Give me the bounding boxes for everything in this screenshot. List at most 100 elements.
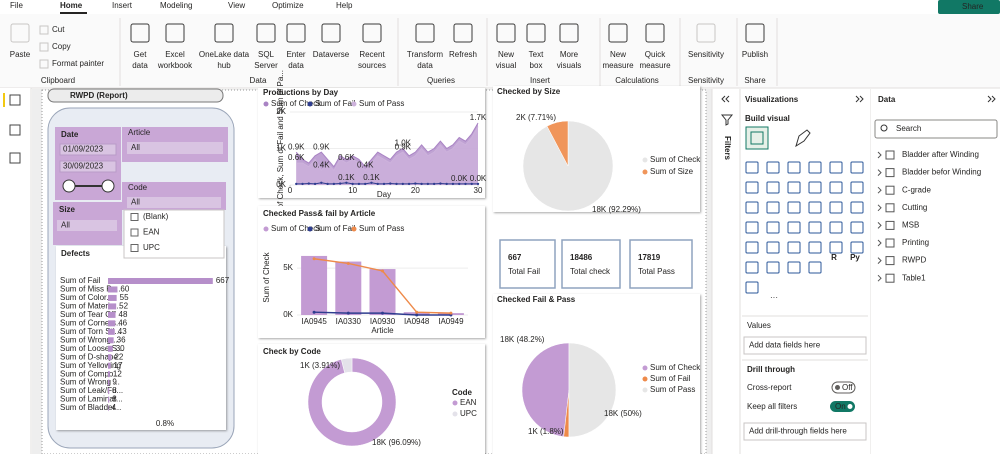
ribbon-button-label[interactable]: Publish [742, 50, 768, 59]
ribbon-icon[interactable] [745, 23, 765, 43]
expand-chevron[interactable] [877, 169, 882, 176]
slider-handle[interactable] [62, 179, 76, 193]
ribbon-icon[interactable] [608, 23, 628, 43]
date-input[interactable] [59, 160, 117, 173]
ribbon-small-icon[interactable] [39, 59, 49, 69]
visual-type-icon[interactable] [745, 221, 759, 234]
expand-icon[interactable] [855, 95, 864, 103]
slicer-dropdown[interactable] [57, 220, 117, 231]
ribbon-button-label[interactable]: measure [639, 61, 671, 70]
table-name[interactable]: Table1 [902, 273, 926, 282]
ribbon-button-label[interactable]: SQL [258, 50, 275, 59]
ribbon-small-button[interactable]: Copy [52, 42, 71, 51]
search-placeholder[interactable]: Search [896, 124, 921, 133]
ribbon-button-label[interactable]: measure [602, 61, 634, 70]
visual-type-icon[interactable] [745, 281, 759, 294]
table-name[interactable]: RWPD [902, 256, 927, 265]
visual-type-icon[interactable]: R [831, 253, 837, 262]
visual-type-icon[interactable] [745, 201, 759, 214]
menu-tab[interactable]: File [10, 1, 23, 10]
visual-type-icon[interactable] [808, 181, 822, 194]
visual-type-icon[interactable] [745, 181, 759, 194]
ribbon-icon[interactable] [645, 23, 665, 43]
ribbon-button-label[interactable]: More [560, 50, 579, 59]
drop-zone-label[interactable]: Add data fields here [749, 341, 821, 350]
ribbon-icon[interactable] [256, 23, 276, 43]
ribbon-button-label[interactable]: workbook [157, 61, 193, 70]
visual-type-icon[interactable] [787, 181, 801, 194]
visual-type-icon[interactable] [745, 241, 759, 254]
visual-type-icon[interactable] [787, 241, 801, 254]
ribbon-button-label[interactable]: Text [529, 50, 544, 59]
collapse-icon[interactable] [721, 95, 730, 103]
ribbon-icon[interactable] [415, 23, 435, 43]
visual-type-icon[interactable] [745, 161, 759, 174]
visual-type-icon[interactable] [829, 241, 843, 254]
search-box[interactable] [874, 119, 998, 139]
visual-type-icon[interactable] [766, 161, 780, 174]
ribbon-button-label[interactable]: data [288, 61, 304, 70]
ribbon-button-label[interactable]: Get [134, 50, 148, 59]
checkbox[interactable] [130, 213, 139, 221]
drop-zone-label[interactable]: Add drill-through fields here [749, 427, 847, 436]
expand-chevron[interactable] [877, 257, 882, 264]
ribbon-button-label[interactable]: Dataverse [313, 50, 350, 59]
ribbon-icon[interactable] [453, 23, 473, 43]
left-nav-icons[interactable] [9, 94, 21, 164]
expand-chevron[interactable] [877, 151, 882, 159]
visual-type-icon[interactable] [808, 201, 822, 214]
slider-handle[interactable] [101, 179, 115, 193]
table-name[interactable]: MSB [902, 221, 919, 230]
visual-type-icon[interactable] [829, 181, 843, 194]
ribbon-button-label[interactable]: Sensitivity [688, 50, 724, 59]
report-title[interactable]: RWPD (Report) [70, 91, 128, 100]
visual-type-icon[interactable] [850, 181, 864, 194]
visual-type-icon[interactable] [829, 161, 843, 174]
ribbon-button-label[interactable]: New [498, 50, 514, 59]
date-input[interactable] [59, 143, 117, 156]
more-visuals[interactable]: ··· [770, 293, 778, 302]
ribbon-small-icon[interactable] [39, 25, 49, 35]
ribbon-small-button[interactable]: Cut [52, 25, 65, 34]
slicer-option[interactable]: (Blank) [143, 212, 169, 221]
menu-tab[interactable]: Home [60, 1, 83, 10]
visual-type-icon[interactable] [850, 201, 864, 214]
ribbon-button-label[interactable]: sources [358, 61, 386, 70]
ribbon-icon[interactable] [214, 23, 234, 43]
ribbon-button-label[interactable]: Paste [10, 50, 31, 59]
visual-type-icon[interactable] [766, 201, 780, 214]
build-visual-tab[interactable] [745, 126, 769, 150]
slicer-dropdown[interactable] [127, 197, 221, 208]
visual-type-icon[interactable] [850, 161, 864, 174]
ribbon-button-label[interactable]: hub [217, 61, 231, 70]
visual-type-icon[interactable] [766, 261, 780, 274]
table-name[interactable]: Bladder befor Winding [902, 168, 981, 177]
visual-type-icon[interactable] [787, 161, 801, 174]
ribbon-button-label[interactable]: Recent [359, 50, 385, 59]
visual-type-icon[interactable] [745, 261, 759, 274]
visual-type-icon[interactable] [829, 221, 843, 234]
menu-tab[interactable]: Modeling [160, 1, 192, 10]
table-name[interactable]: Bladder after Winding [902, 150, 979, 159]
ribbon-icon[interactable] [496, 23, 516, 43]
share-button[interactable] [938, 0, 1000, 14]
share-label[interactable]: Share [962, 2, 984, 11]
drop-zone[interactable] [743, 336, 867, 355]
ribbon-button-label[interactable]: visual [496, 61, 517, 70]
slicer-dropdown[interactable] [127, 142, 223, 154]
visual-type-icon[interactable] [787, 201, 801, 214]
table-name[interactable]: C-grade [902, 185, 931, 194]
menu-tab[interactable]: Help [336, 1, 353, 10]
ribbon-button-label[interactable]: data [132, 61, 148, 70]
visual-type-icon[interactable] [787, 261, 801, 274]
ribbon-icon[interactable] [696, 23, 716, 43]
ribbon-button-label[interactable]: data [417, 61, 433, 70]
ribbon-icon[interactable] [362, 23, 382, 43]
expand-chevron[interactable] [877, 186, 882, 194]
visual-type-icon[interactable] [808, 241, 822, 254]
slicer-option[interactable]: EAN [143, 228, 160, 237]
visual-type-icon[interactable] [808, 161, 822, 174]
ribbon-button-label[interactable]: Refresh [449, 50, 477, 59]
expand-chevron[interactable] [877, 239, 882, 247]
ribbon-icon[interactable] [286, 23, 306, 43]
